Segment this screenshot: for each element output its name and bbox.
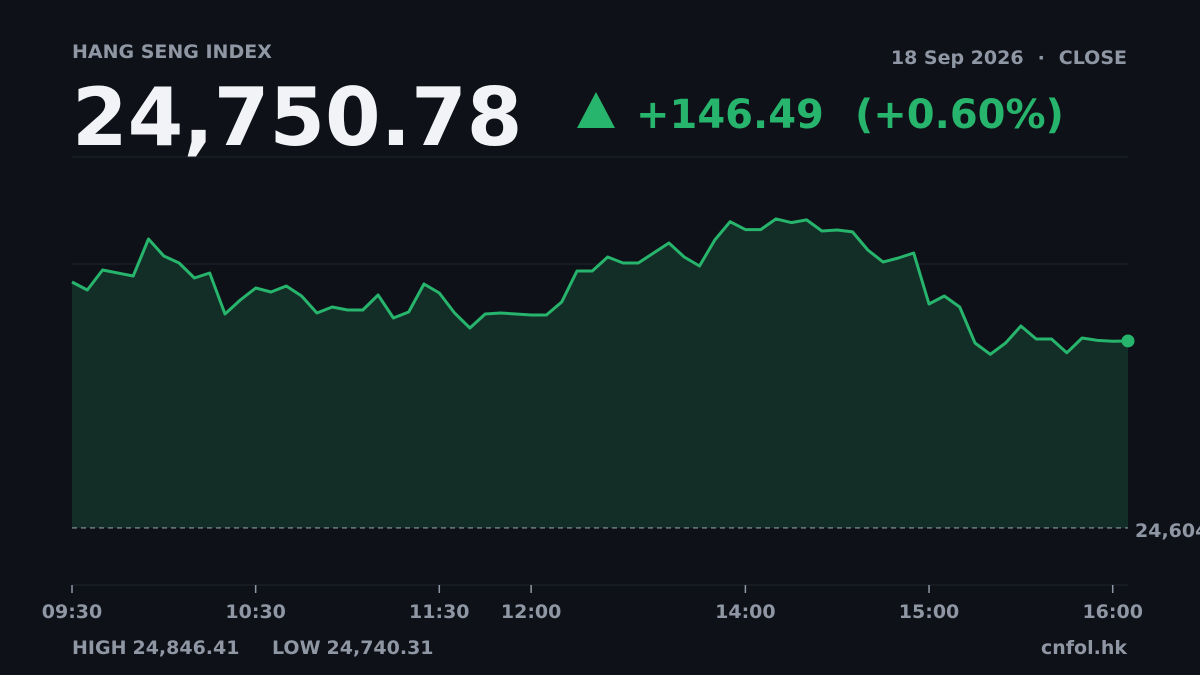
x-tick-label: 09:30 <box>42 601 102 623</box>
x-tick-label: 12:00 <box>501 601 561 623</box>
low-value: 24,740.31 <box>327 637 434 659</box>
last-price: 24,750.78 <box>72 71 522 164</box>
last-point <box>1121 334 1135 348</box>
status: CLOSE <box>1059 47 1127 69</box>
high-value: 24,846.41 <box>132 637 239 659</box>
area <box>72 218 1128 528</box>
x-tick-label: 11:30 <box>409 601 469 623</box>
session-info: 18 Sep 2026 · CLOSE <box>891 47 1127 69</box>
x-tick-label: 15:00 <box>899 601 959 623</box>
high-label: HIGH <box>72 637 126 659</box>
source: cnfol.hk <box>1041 637 1127 659</box>
change-percent: (+0.60%) <box>855 92 1064 138</box>
low-label: LOW <box>272 637 321 659</box>
index-title: HANG SENG INDEX <box>72 41 272 63</box>
up-arrow <box>577 92 615 128</box>
x-tick-label: 14:00 <box>715 601 775 623</box>
x-tick-label: 16:00 <box>1082 601 1142 623</box>
change: +146.49 <box>636 92 824 138</box>
low-stat: LOW 24,740.31 <box>272 637 434 659</box>
date: 18 Sep 2026 <box>891 47 1024 69</box>
x-tick-label: 10:30 <box>225 601 285 623</box>
separator: · <box>1038 47 1045 69</box>
reference-label: 24,604.29 <box>1135 520 1200 542</box>
high-stat: HIGH 24,846.41 <box>72 637 239 659</box>
plot: 09:30 10:30 11:30 12:00 14:00 15:00 16:00 24,60… <box>42 156 1200 623</box>
line <box>71 217 1129 356</box>
